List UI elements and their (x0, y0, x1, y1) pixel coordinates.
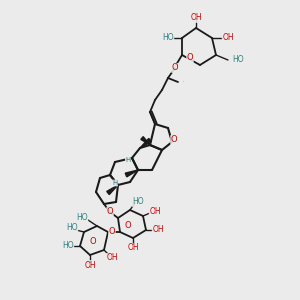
Text: O: O (171, 136, 177, 145)
Text: O: O (107, 208, 113, 217)
Text: O: O (90, 238, 96, 247)
Text: ·: · (182, 80, 184, 84)
Text: HO: HO (132, 197, 144, 206)
Text: OH: OH (190, 14, 202, 22)
Polygon shape (125, 170, 138, 177)
Text: HO: HO (66, 224, 78, 232)
Text: O: O (125, 221, 131, 230)
Text: OH: OH (222, 34, 234, 43)
Text: H: H (112, 180, 118, 186)
Text: OH: OH (127, 244, 139, 253)
Text: OH: OH (84, 260, 96, 269)
Text: OH: OH (152, 226, 164, 235)
Polygon shape (141, 136, 150, 145)
Text: OH: OH (106, 254, 118, 262)
Text: HO: HO (232, 56, 244, 64)
Text: O: O (172, 64, 178, 73)
Text: OH: OH (149, 208, 161, 217)
Text: H: H (125, 157, 130, 163)
Text: O: O (187, 53, 193, 62)
Text: HO: HO (162, 34, 174, 43)
Text: HO: HO (76, 214, 88, 223)
Polygon shape (107, 185, 118, 195)
Text: HO: HO (62, 242, 74, 250)
Polygon shape (140, 138, 151, 148)
Text: O: O (109, 227, 115, 236)
